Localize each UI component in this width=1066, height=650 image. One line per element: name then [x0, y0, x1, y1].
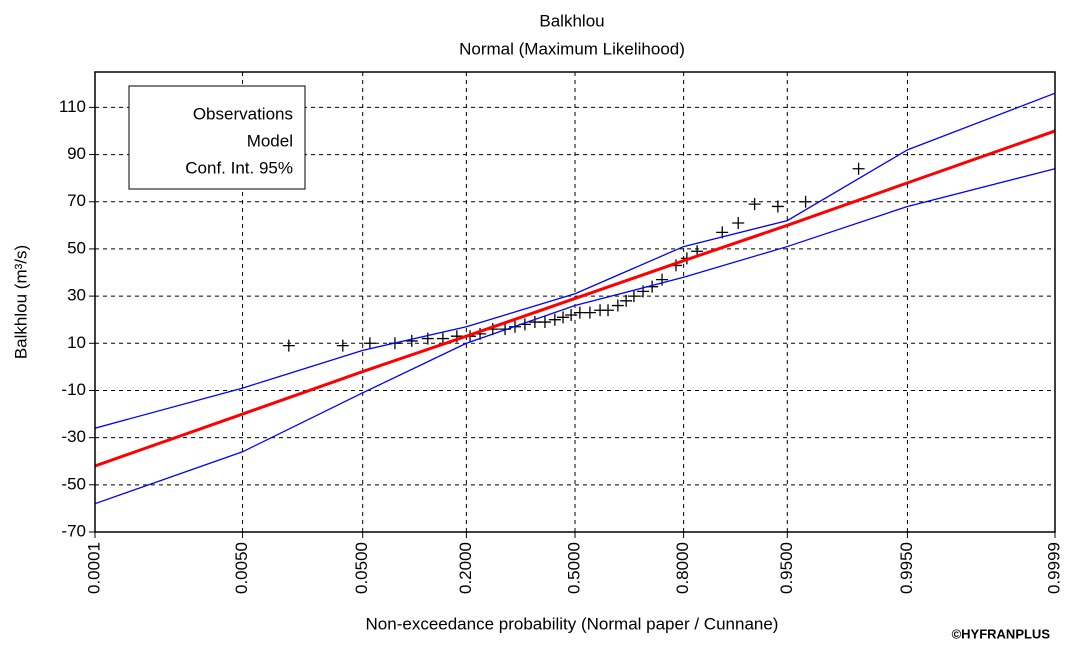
observation-point [548, 313, 561, 326]
series-line [95, 168, 1055, 505]
observation-point [748, 198, 761, 211]
x-tick-label: 0.9500 [777, 542, 796, 594]
observation-point [611, 299, 624, 312]
observation-point [573, 306, 586, 319]
series-line [95, 92, 1055, 429]
plot-border [94, 71, 1056, 533]
y-tick-label: 70 [67, 191, 86, 210]
observation-point [565, 308, 578, 321]
x-tick-label: 0.9950 [897, 542, 916, 594]
observation-point [528, 316, 541, 329]
x-tick-label: 0.5000 [564, 542, 583, 594]
chart-title: Balkhlou [539, 11, 604, 30]
observation-point [282, 339, 295, 352]
observation-point [436, 332, 449, 345]
y-tick-label: -10 [61, 380, 86, 399]
x-tick-label: 0.0500 [352, 542, 371, 594]
legend-label: Conf. Int. 95% [185, 158, 293, 177]
y-tick-label: -30 [61, 427, 86, 446]
observation-point [771, 200, 784, 213]
y-tick-label: -70 [61, 521, 86, 540]
y-tick-label: 50 [67, 238, 86, 257]
observation-point [602, 304, 615, 317]
legend-label: Model [247, 131, 293, 150]
x-tick-label: 0.0050 [232, 542, 251, 594]
y-axis-label: Balkhlou (m³/s) [11, 245, 30, 359]
legend-box [128, 85, 306, 190]
x-tick-label: 0.8000 [673, 542, 692, 594]
x-axis-label: Non-exceedance probability (Normal paper… [366, 614, 779, 633]
y-tick-label: -50 [61, 474, 86, 493]
observation-point [538, 316, 551, 329]
legend-label: Observations [193, 104, 293, 123]
observation-point [627, 290, 640, 303]
observation-point [363, 337, 376, 350]
series-line [95, 129, 1055, 468]
y-tick-label: 10 [67, 333, 86, 352]
credit: ©HYFRANPLUS [952, 626, 1051, 641]
y-tick-label: 30 [67, 286, 86, 305]
chart-subtitle: Normal (Maximum Likelihood) [459, 39, 685, 58]
observation-point [656, 273, 669, 286]
observation-point [620, 294, 633, 307]
y-tick-label: 90 [67, 144, 86, 163]
observation-point [799, 195, 812, 208]
observation-point [405, 334, 418, 347]
x-tick-label: 0.2000 [456, 542, 475, 594]
x-tick-label: 0.9999 [1044, 542, 1063, 594]
x-tick-label: 0.0001 [84, 542, 103, 594]
observation-point [583, 306, 596, 319]
observation-point [421, 332, 434, 345]
y-tick-label: 110 [59, 97, 86, 116]
observation-point [732, 216, 745, 229]
observation-point [336, 339, 349, 352]
observation-point [557, 311, 570, 324]
observation-point [852, 162, 865, 175]
